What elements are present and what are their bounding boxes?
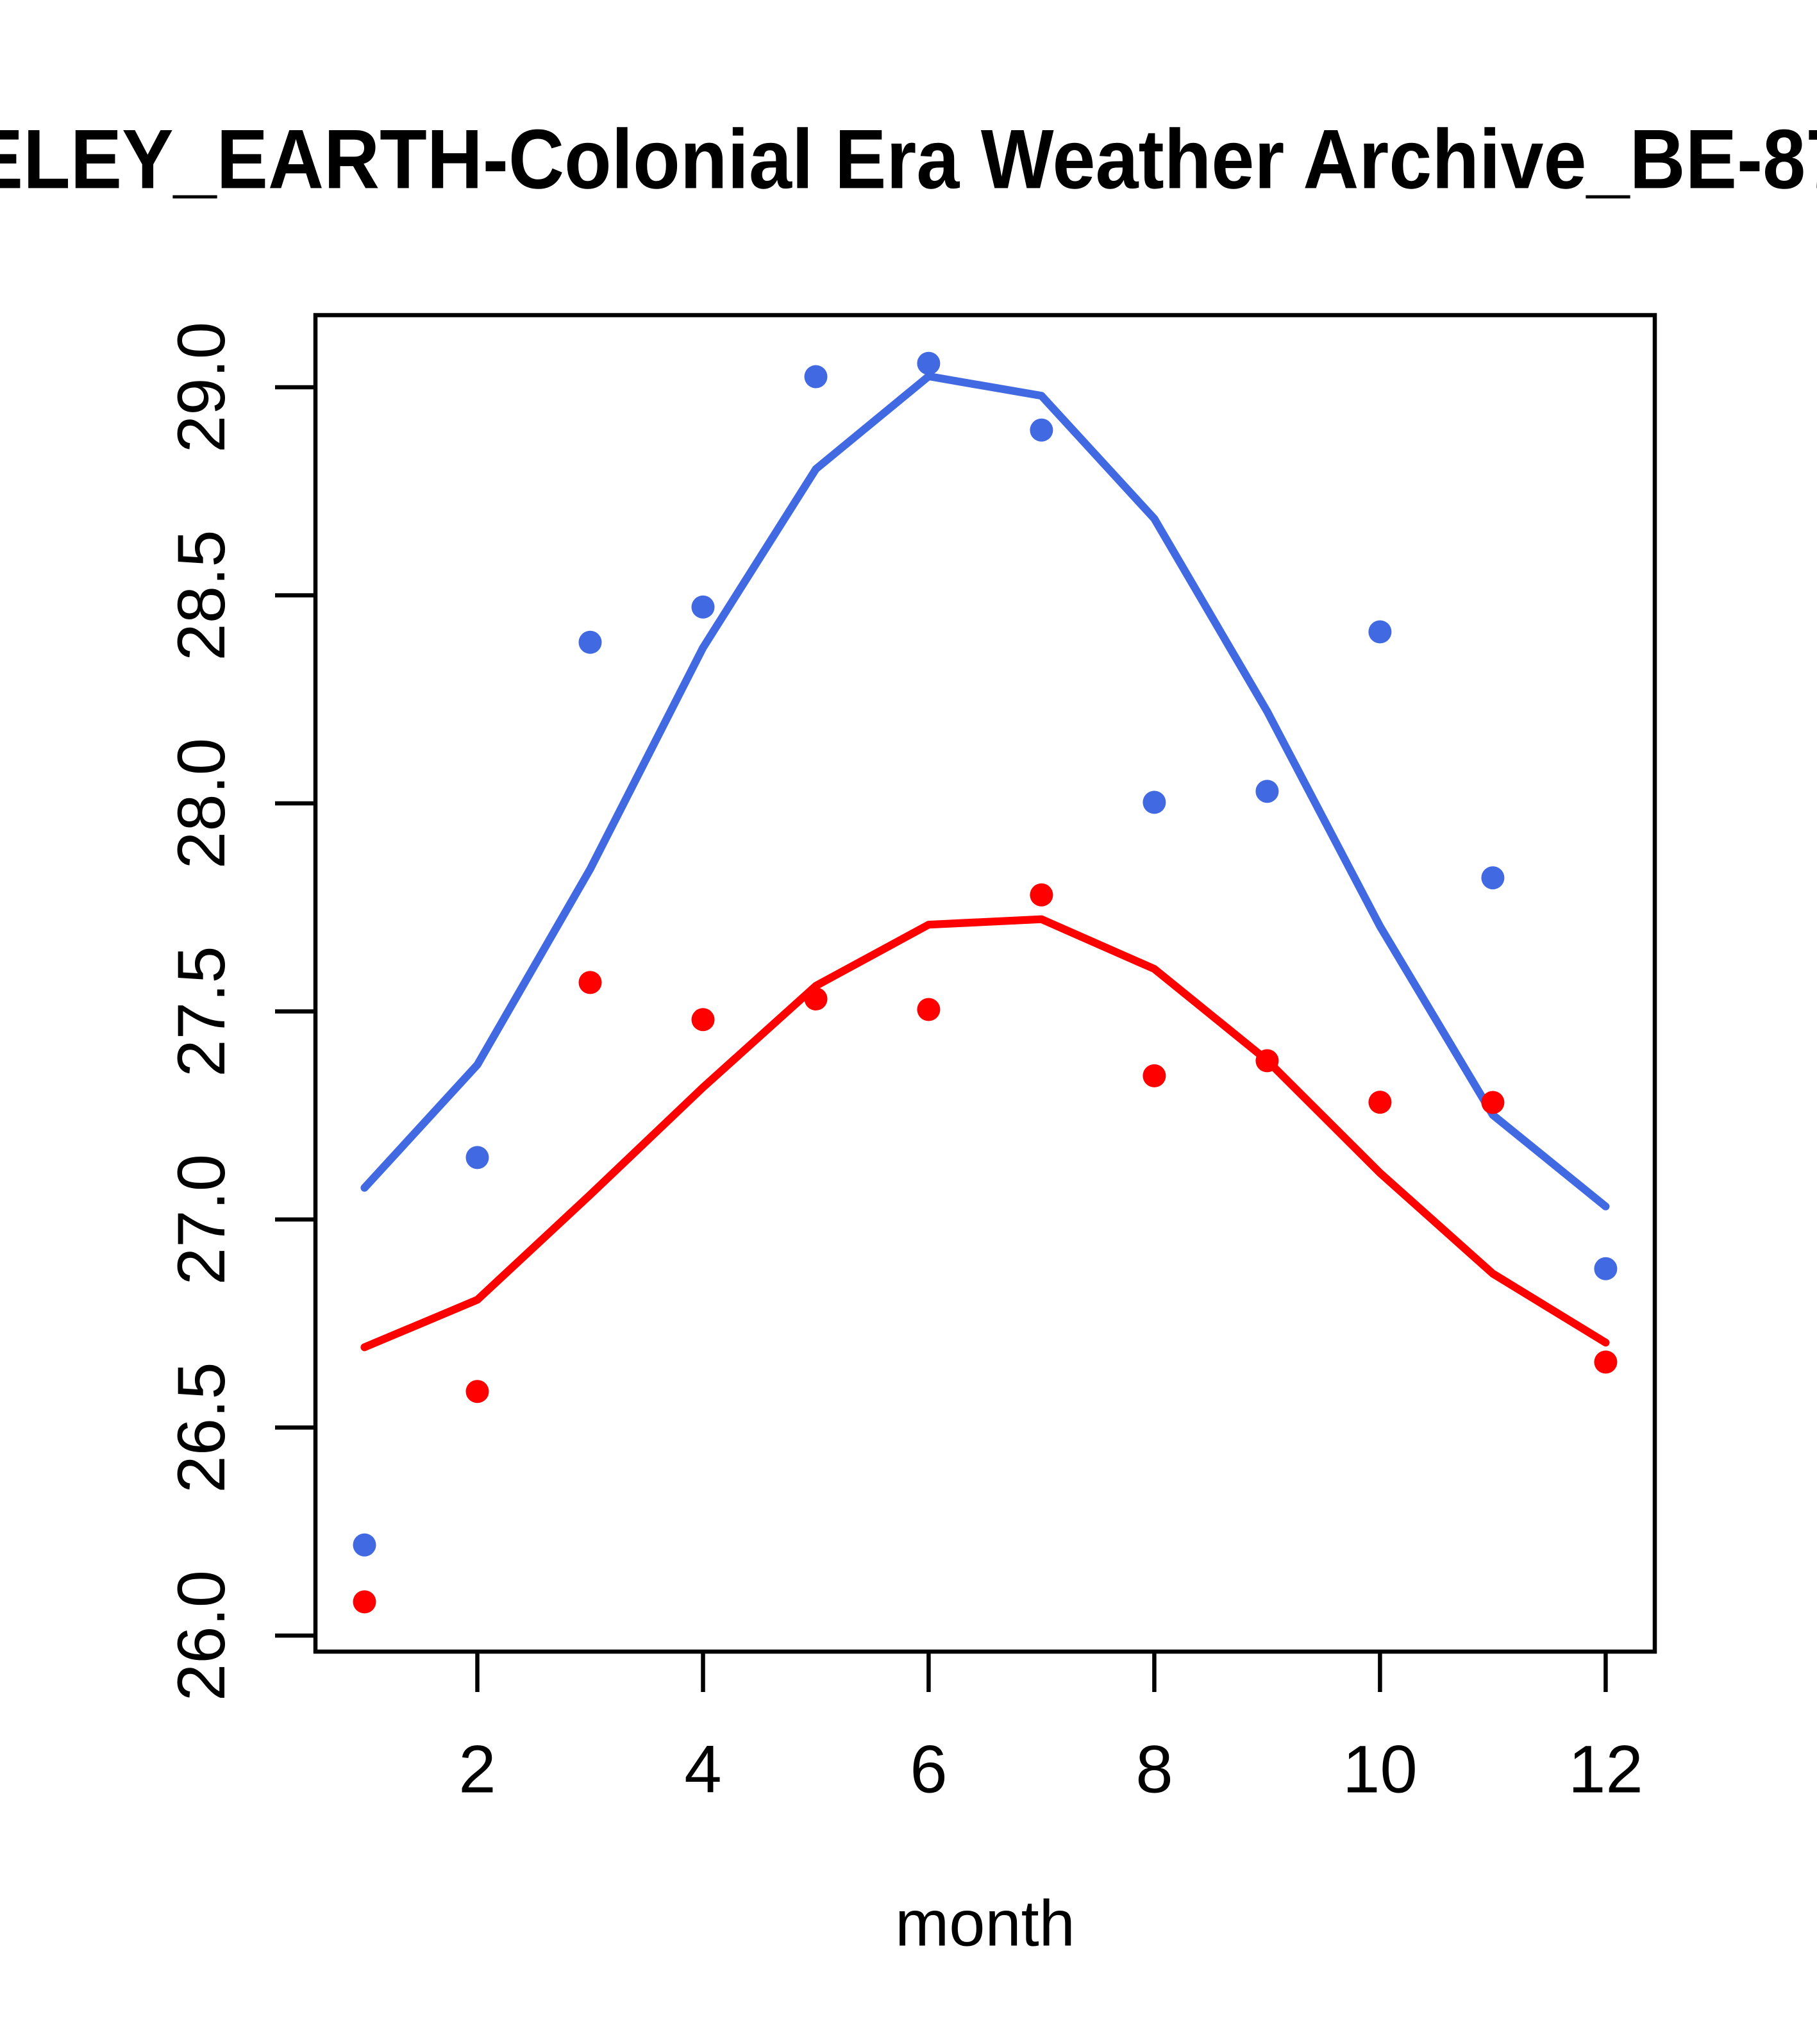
svg-text:4: 4: [684, 1732, 721, 1807]
svg-text:2: 2: [458, 1732, 496, 1807]
svg-text:29.0: 29.0: [164, 322, 239, 453]
svg-text:BERKELEY_EARTH-Colonial Era We: BERKELEY_EARTH-Colonial Era Weather Arch…: [0, 112, 1817, 206]
svg-text:27.5: 27.5: [164, 946, 239, 1076]
svg-text:28.5: 28.5: [164, 530, 239, 660]
svg-text:28.0: 28.0: [164, 738, 239, 869]
svg-text:6: 6: [910, 1732, 947, 1807]
svg-text:26.0: 26.0: [164, 1570, 239, 1701]
svg-text:26.5: 26.5: [164, 1362, 239, 1493]
svg-text:12: 12: [1568, 1732, 1643, 1807]
svg-text:27.0: 27.0: [164, 1154, 239, 1285]
svg-text:8: 8: [1135, 1732, 1173, 1807]
svg-text:10: 10: [1343, 1732, 1418, 1807]
svg-text:month: month: [895, 1888, 1075, 1959]
